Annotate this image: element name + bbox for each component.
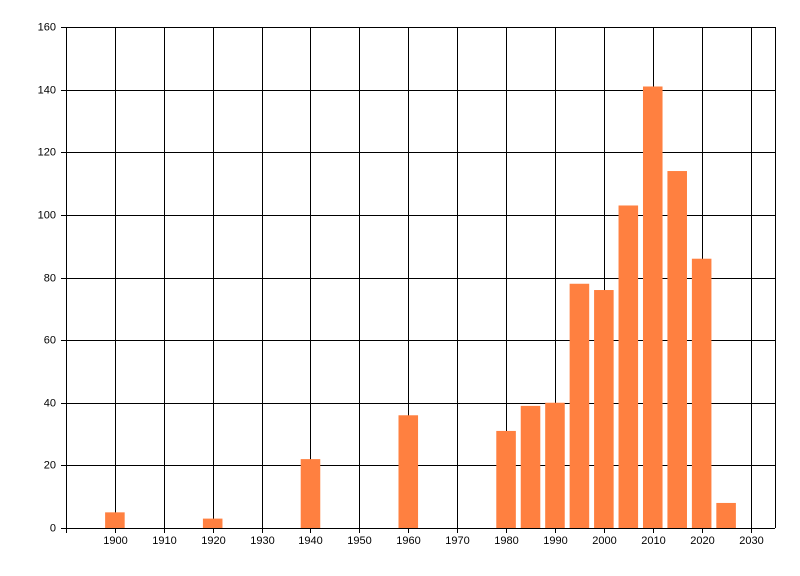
bar	[569, 283, 590, 528]
x-tick-label: 1970	[445, 535, 469, 547]
bar	[105, 512, 125, 528]
x-tick-label: 1930	[250, 535, 274, 547]
x-tick-label: 1950	[347, 535, 371, 547]
x-tick-label: 1910	[152, 535, 176, 547]
y-tick-label: 80	[44, 272, 56, 284]
bar	[691, 258, 712, 528]
x-tick-label: 2000	[592, 535, 616, 547]
x-tick-label: 1920	[201, 535, 225, 547]
y-tick-label: 0	[50, 522, 56, 534]
y-tick-label: 100	[38, 209, 56, 221]
y-tick-label: 20	[44, 459, 56, 471]
bar	[520, 405, 541, 528]
bar	[202, 518, 223, 528]
bar	[594, 290, 614, 528]
x-tick-label: 1940	[298, 535, 322, 547]
bar	[545, 402, 565, 528]
y-tick-label: 60	[44, 334, 56, 346]
bar	[642, 86, 663, 529]
y-tick-label: 140	[38, 84, 56, 96]
y-tick-label: 120	[38, 146, 56, 158]
x-tick-label: 1900	[103, 535, 127, 547]
bar	[398, 415, 419, 528]
y-tick-label: 40	[44, 397, 56, 409]
bar	[300, 459, 321, 528]
x-tick-label: 2030	[739, 535, 763, 547]
bar	[716, 502, 736, 528]
bar	[496, 430, 516, 528]
x-tick-label: 2020	[690, 535, 714, 547]
x-tick-label: 1960	[396, 535, 420, 547]
x-tick-label: 1990	[543, 535, 567, 547]
bar	[618, 205, 639, 528]
y-tick-label: 160	[38, 21, 56, 33]
bar	[667, 171, 687, 528]
x-tick-label: 2010	[641, 535, 665, 547]
x-tick-label: 1980	[494, 535, 518, 547]
